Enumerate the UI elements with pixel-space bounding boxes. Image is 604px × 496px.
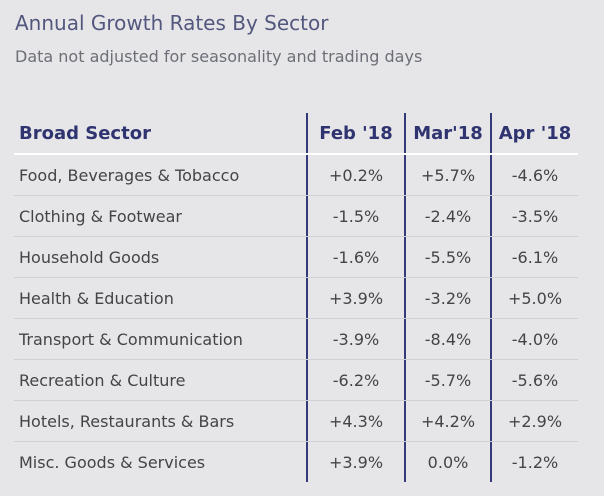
value-apr-18: -4.0% — [490, 319, 578, 359]
table-row: Food, Beverages & Tobacco +0.2% +5.7% -4… — [14, 155, 578, 196]
sector-name: Food, Beverages & Tobacco — [19, 165, 240, 185]
value-feb-18: +3.9% — [306, 278, 404, 318]
table-row: Recreation & Culture -6.2% -5.7% -5.6% — [14, 360, 578, 401]
value-apr-18: -4.6% — [490, 155, 578, 195]
chart-subtitle: Data not adjusted for seasonality and tr… — [15, 47, 423, 66]
value-apr-18: -1.2% — [490, 442, 578, 482]
value-feb-18: -1.5% — [306, 196, 404, 236]
table-row: Hotels, Restaurants & Bars +4.3% +4.2% +… — [14, 401, 578, 442]
value-mar-18: -5.5% — [404, 237, 490, 277]
value-feb-18: +3.9% — [306, 442, 404, 482]
value-feb-18: -3.9% — [306, 319, 404, 359]
sector-name: Recreation & Culture — [19, 370, 186, 390]
growth-rates-table: Broad Sector Feb '18 Mar'18 Apr '18 Food… — [14, 113, 578, 482]
value-mar-18: +4.2% — [404, 401, 490, 441]
sector-name: Transport & Communication — [19, 329, 243, 349]
header-sector: Broad Sector — [19, 122, 151, 144]
table-header-row: Broad Sector Feb '18 Mar'18 Apr '18 — [14, 113, 578, 155]
value-apr-18: +5.0% — [490, 278, 578, 318]
table-row: Health & Education +3.9% -3.2% +5.0% — [14, 278, 578, 319]
sector-name: Health & Education — [19, 288, 174, 308]
sector-name: Hotels, Restaurants & Bars — [19, 411, 235, 431]
value-apr-18: -6.1% — [490, 237, 578, 277]
value-apr-18: -3.5% — [490, 196, 578, 236]
sector-name: Household Goods — [19, 247, 160, 267]
value-feb-18: -1.6% — [306, 237, 404, 277]
table-row: Household Goods -1.6% -5.5% -6.1% — [14, 237, 578, 278]
value-mar-18: -8.4% — [404, 319, 490, 359]
header-mar-18: Mar'18 — [404, 113, 490, 153]
table-row: Transport & Communication -3.9% -8.4% -4… — [14, 319, 578, 360]
table-row: Misc. Goods & Services +3.9% 0.0% -1.2% — [14, 442, 578, 482]
header-feb-18: Feb '18 — [306, 113, 404, 153]
value-apr-18: -5.6% — [490, 360, 578, 400]
value-mar-18: -5.7% — [404, 360, 490, 400]
value-feb-18: +4.3% — [306, 401, 404, 441]
sector-name: Misc. Goods & Services — [19, 452, 206, 472]
value-feb-18: -6.2% — [306, 360, 404, 400]
value-mar-18: 0.0% — [404, 442, 490, 482]
sector-name: Clothing & Footwear — [19, 206, 183, 226]
value-feb-18: +0.2% — [306, 155, 404, 195]
chart-title: Annual Growth Rates By Sector — [15, 11, 329, 35]
header-apr-18: Apr '18 — [490, 113, 578, 153]
value-apr-18: +2.9% — [490, 401, 578, 441]
value-mar-18: -3.2% — [404, 278, 490, 318]
table-row: Clothing & Footwear -1.5% -2.4% -3.5% — [14, 196, 578, 237]
value-mar-18: -2.4% — [404, 196, 490, 236]
value-mar-18: +5.7% — [404, 155, 490, 195]
